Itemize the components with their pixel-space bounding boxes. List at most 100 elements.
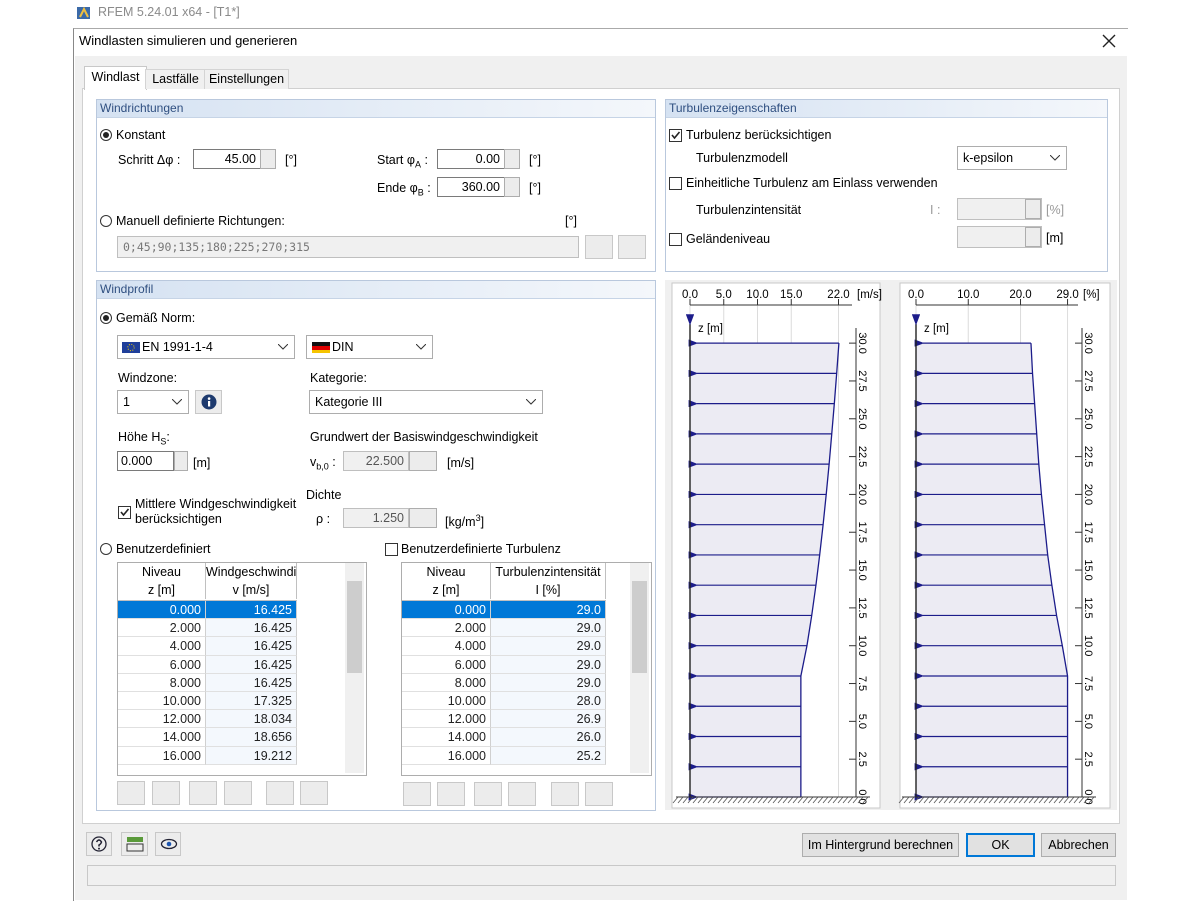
table-cell[interactable]: 16.425 — [206, 673, 297, 692]
ground-hatch — [837, 796, 844, 804]
table-cell[interactable]: 8.000 — [402, 673, 491, 692]
icon-button[interactable] — [189, 781, 217, 805]
icon-button[interactable] — [437, 782, 465, 806]
input[interactable]: 0.00 — [437, 149, 505, 169]
spinner[interactable] — [260, 149, 276, 169]
icon-button[interactable] — [224, 781, 252, 805]
table-cell[interactable]: 17.325 — [206, 692, 297, 711]
table-cell[interactable]: 14.000 — [118, 728, 206, 747]
spinner[interactable] — [174, 451, 188, 471]
table-cell[interactable]: 6.000 — [402, 655, 491, 674]
icon-button[interactable] — [300, 781, 328, 805]
icon-button[interactable] — [585, 782, 613, 806]
button[interactable]: Im Hintergrund berechnen — [802, 833, 959, 857]
label: Benutzerdefinierte Turbulenz — [401, 542, 561, 556]
table-cell[interactable]: 6.000 — [118, 655, 206, 674]
icon-button[interactable] — [618, 235, 646, 259]
button[interactable]: Abbrechen — [1041, 833, 1116, 857]
table-cell[interactable]: 16.425 — [206, 655, 297, 674]
label: Konstant — [116, 128, 166, 142]
dropdown[interactable]: k-epsilon — [957, 146, 1067, 170]
table-cell[interactable]: 12.000 — [402, 710, 491, 729]
label-line: berücksichtigen — [135, 512, 222, 526]
radio[interactable] — [100, 312, 112, 324]
dropdown[interactable]: DIN — [306, 335, 433, 359]
table-cell[interactable]: 26.9 — [491, 710, 606, 729]
help-button[interactable] — [86, 832, 112, 856]
table-cell[interactable]: 29.0 — [491, 601, 606, 620]
label: Kategorie: — [310, 371, 367, 385]
table-cell[interactable]: 29.0 — [491, 655, 606, 674]
group-title: Windrichtungen — [97, 100, 655, 118]
table-cell[interactable]: 29.0 — [491, 637, 606, 656]
checkbox[interactable] — [385, 543, 398, 556]
view-button[interactable] — [155, 832, 181, 856]
table-cell[interactable]: 16.000 — [402, 746, 491, 765]
ground-hatch — [988, 796, 995, 804]
dropdown[interactable]: Kategorie III — [309, 390, 543, 414]
radio[interactable] — [100, 543, 112, 555]
table-cell[interactable]: 18.656 — [206, 728, 297, 747]
table-cell[interactable]: 14.000 — [402, 728, 491, 747]
button[interactable]: OK — [966, 833, 1035, 857]
input[interactable]: 45.00 — [193, 149, 261, 169]
table-cell[interactable]: 28.0 — [491, 692, 606, 711]
input[interactable]: 0.000 — [117, 451, 174, 471]
icon-button[interactable] — [117, 781, 145, 805]
ground-hatch — [1038, 796, 1045, 804]
table-cell[interactable]: 0.000 — [402, 601, 491, 620]
checkbox[interactable] — [669, 233, 682, 246]
radio[interactable] — [100, 215, 112, 227]
table-cell[interactable]: 29.0 — [491, 673, 606, 692]
table-cell[interactable]: 16.425 — [206, 619, 297, 638]
table-cell[interactable]: 2.000 — [402, 619, 491, 638]
table-cell[interactable]: 10.000 — [402, 692, 491, 711]
table-cell[interactable]: 0.000 — [118, 601, 206, 620]
icon-button[interactable] — [474, 782, 502, 806]
table-cell[interactable]: 25.2 — [491, 746, 606, 765]
table-cell[interactable]: 12.000 — [118, 710, 206, 729]
spinner[interactable] — [504, 177, 520, 197]
icon-button[interactable] — [585, 235, 613, 259]
checkbox[interactable] — [669, 129, 682, 142]
table-cell[interactable]: 2.000 — [118, 619, 206, 638]
icon-button[interactable] — [551, 782, 579, 806]
units-button[interactable] — [121, 832, 148, 856]
table-cell[interactable]: 4.000 — [118, 637, 206, 656]
scroll-thumb[interactable] — [347, 581, 362, 673]
input[interactable]: 0;45;90;135;180;225;270;315 — [117, 236, 579, 258]
table-cell[interactable]: 4.000 — [402, 637, 491, 656]
input[interactable]: 360.00 — [437, 177, 505, 197]
table-cell[interactable]: 10.000 — [118, 692, 206, 711]
dropdown[interactable]: EN 1991-1-4 — [117, 335, 295, 359]
info-button[interactable] — [195, 390, 222, 414]
tab[interactable]: Windlast — [84, 66, 147, 90]
table-cell[interactable]: 16.425 — [206, 637, 297, 656]
icon-button[interactable] — [403, 782, 431, 806]
spinner[interactable] — [504, 149, 520, 169]
table-cell[interactable]: 16.425 — [206, 601, 297, 620]
icon-button[interactable] — [508, 782, 536, 806]
radio[interactable] — [100, 129, 112, 141]
icon-button[interactable] — [266, 781, 294, 805]
table-cell[interactable]: 18.034 — [206, 710, 297, 729]
dropdown[interactable]: 1 — [117, 390, 189, 414]
icon-button[interactable] — [152, 781, 180, 805]
app-icon — [77, 6, 90, 19]
checkbox[interactable] — [118, 506, 131, 519]
x-tick-label: 0.0 — [682, 289, 698, 301]
table-cell[interactable]: 19.212 — [206, 746, 297, 765]
table-cell[interactable]: 26.0 — [491, 728, 606, 747]
tab[interactable]: Einstellungen — [204, 69, 289, 89]
scrollbar[interactable] — [630, 563, 649, 773]
close-button[interactable] — [1102, 34, 1116, 48]
tab[interactable]: Lastfälle — [145, 69, 206, 89]
table-cell[interactable]: 8.000 — [118, 673, 206, 692]
y-axis-label: z [m] — [924, 323, 949, 335]
scroll-thumb[interactable] — [632, 581, 647, 673]
table-cell[interactable]: 16.000 — [118, 746, 206, 765]
label-part: Ende φ — [377, 181, 418, 195]
table-cell[interactable]: 29.0 — [491, 619, 606, 638]
checkbox[interactable] — [669, 177, 682, 190]
scrollbar[interactable] — [345, 563, 364, 773]
